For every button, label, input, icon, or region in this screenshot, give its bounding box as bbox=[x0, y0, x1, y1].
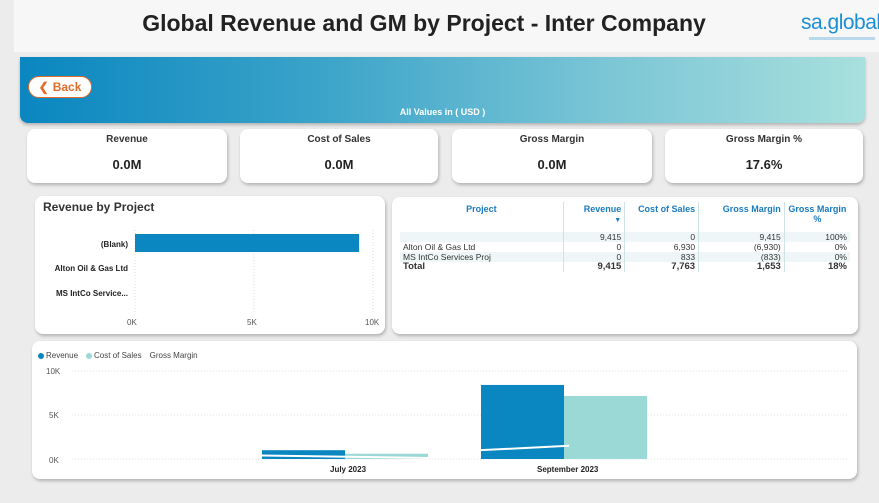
revenue-bar bbox=[135, 234, 360, 252]
project-table-panel: Project Revenue ▼ Cost of Sales Gross Mar… bbox=[392, 197, 858, 334]
monthly-chart-panel: Revenue Cost of Sales Gross Margin 10K 5… bbox=[32, 341, 857, 479]
legend-item-gm[interactable]: Gross Margin bbox=[150, 351, 198, 360]
panel-title: Revenue by Project bbox=[43, 200, 155, 214]
cell-revenue: 9,415 bbox=[562, 232, 625, 242]
cell-revenue: 9,415 bbox=[562, 262, 625, 272]
kpi-label: Gross Margin % bbox=[725, 134, 803, 145]
col-header-revenue[interactable]: Revenue ▼ bbox=[562, 202, 625, 232]
revenue-bar bbox=[262, 450, 345, 459]
cost-of-sales-bar bbox=[564, 395, 647, 459]
bar-category-label: Alton Oil & Gas Ltd bbox=[54, 264, 128, 273]
kpi-gm-card: Gross Margin 0.0M bbox=[452, 129, 652, 183]
col-header-gm[interactable]: Gross Margin bbox=[698, 202, 785, 232]
cell-project: MS IntCo Services Proj bbox=[403, 252, 491, 262]
cell-cost: 833 bbox=[624, 252, 699, 262]
company-logo: sa.global bbox=[801, 11, 879, 40]
back-button[interactable]: ❮ Back bbox=[28, 76, 92, 98]
cell-gm-pct: 0% bbox=[783, 242, 850, 252]
cell-total-label: Total bbox=[403, 261, 425, 272]
cell-gm: 1,653 bbox=[698, 262, 785, 272]
legend-item-revenue[interactable]: Revenue bbox=[38, 351, 78, 360]
x-tick-label: 5K bbox=[247, 318, 257, 327]
table-row[interactable]: MS IntCo Services Proj 0 833 (833) 0% bbox=[400, 252, 850, 262]
kpi-cost-card: Cost of Sales 0.0M bbox=[240, 129, 438, 183]
legend-label: Gross Margin bbox=[149, 351, 198, 360]
bar-category-label: (Blank) bbox=[100, 240, 128, 249]
x-category-label: July 2023 bbox=[330, 465, 367, 474]
y-tick-label: 10K bbox=[46, 367, 61, 376]
gross-margin-line bbox=[261, 454, 429, 459]
logo-tagline-bar bbox=[809, 37, 875, 40]
legend-label: Revenue bbox=[46, 351, 79, 360]
kpi-label: Gross Margin bbox=[519, 134, 585, 145]
cell-cost: 0 bbox=[624, 232, 699, 242]
kpi-gm-pct-card: Gross Margin % 17.6% bbox=[665, 129, 863, 183]
x-tick-label: 0K bbox=[127, 318, 137, 327]
table-row[interactable]: Alton Oil & Gas Ltd 0 6,930 (6,930) 0% bbox=[400, 242, 850, 252]
gross-margin-line bbox=[480, 444, 570, 452]
bar-category-label: MS IntCo Service... bbox=[55, 289, 128, 298]
col-header-cost[interactable]: Cost of Sales bbox=[624, 202, 699, 232]
legend-dot-revenue bbox=[38, 352, 44, 359]
kpi-revenue-card: Revenue 0.0M bbox=[27, 129, 227, 183]
col-header-label: Revenue bbox=[583, 204, 622, 214]
y-tick-label: 0K bbox=[49, 456, 59, 465]
cell-gm-pct: 18% bbox=[783, 262, 850, 272]
monthly-revenue-chart bbox=[72, 370, 847, 460]
page-title: Global Revenue and GM by Project - Inter… bbox=[142, 10, 706, 36]
cell-cost: 7,763 bbox=[624, 262, 699, 272]
cell-gm: (833) bbox=[698, 252, 785, 262]
back-button-label: Back bbox=[52, 80, 82, 94]
logo-text: sa.global bbox=[801, 11, 879, 34]
cell-revenue: 0 bbox=[562, 252, 625, 262]
cell-cost: 6,930 bbox=[624, 242, 699, 252]
kpi-value: 0.0M bbox=[112, 157, 142, 172]
col-header-project[interactable]: Project bbox=[466, 204, 497, 214]
y-tick-label: 5K bbox=[49, 411, 59, 420]
kpi-value: 0.0M bbox=[324, 157, 354, 172]
cell-revenue: 0 bbox=[562, 242, 625, 252]
header: Global Revenue and GM by Project - Inter… bbox=[14, 0, 879, 52]
cell-gm-pct: 0% bbox=[783, 252, 850, 262]
kpi-label: Cost of Sales bbox=[307, 134, 371, 145]
revenue-by-project-panel: Revenue by Project (Blank) Alton Oil & G… bbox=[35, 196, 385, 334]
cell-project: Alton Oil & Gas Ltd bbox=[403, 242, 476, 252]
chevron-left-icon: ❮ bbox=[38, 80, 49, 94]
project-table: Project Revenue ▼ Cost of Sales Gross Mar… bbox=[400, 202, 850, 272]
kpi-value: 0.0M bbox=[537, 157, 567, 172]
sort-desc-icon: ▼ bbox=[614, 217, 622, 224]
cell-project bbox=[400, 232, 563, 242]
cell-gm: (6,930) bbox=[698, 242, 785, 252]
chart-legend: Revenue Cost of Sales Gross Margin bbox=[38, 351, 198, 360]
cell-gm-pct: 100% bbox=[783, 232, 850, 242]
legend-label: Cost of Sales bbox=[94, 351, 142, 360]
revenue-by-project-chart bbox=[134, 230, 374, 314]
table-total-row: Total 9,415 7,763 1,653 18% bbox=[400, 262, 850, 272]
col-header-gm-pct[interactable]: Gross Margin % bbox=[783, 202, 850, 232]
x-tick-label: 10K bbox=[365, 318, 380, 327]
kpi-label: Revenue bbox=[106, 134, 148, 145]
currency-note: All Values in ( USD ) bbox=[399, 107, 486, 117]
legend-dot-cost bbox=[86, 352, 93, 359]
header-banner: ❮ Back All Values in ( USD ) bbox=[20, 57, 865, 123]
table-row[interactable]: 9,415 0 9,415 100% bbox=[400, 232, 850, 242]
kpi-value: 17.6% bbox=[745, 157, 783, 172]
legend-item-cost[interactable]: Cost of Sales bbox=[86, 351, 142, 360]
x-category-label: September 2023 bbox=[537, 465, 599, 474]
cell-gm: 9,415 bbox=[698, 232, 785, 242]
